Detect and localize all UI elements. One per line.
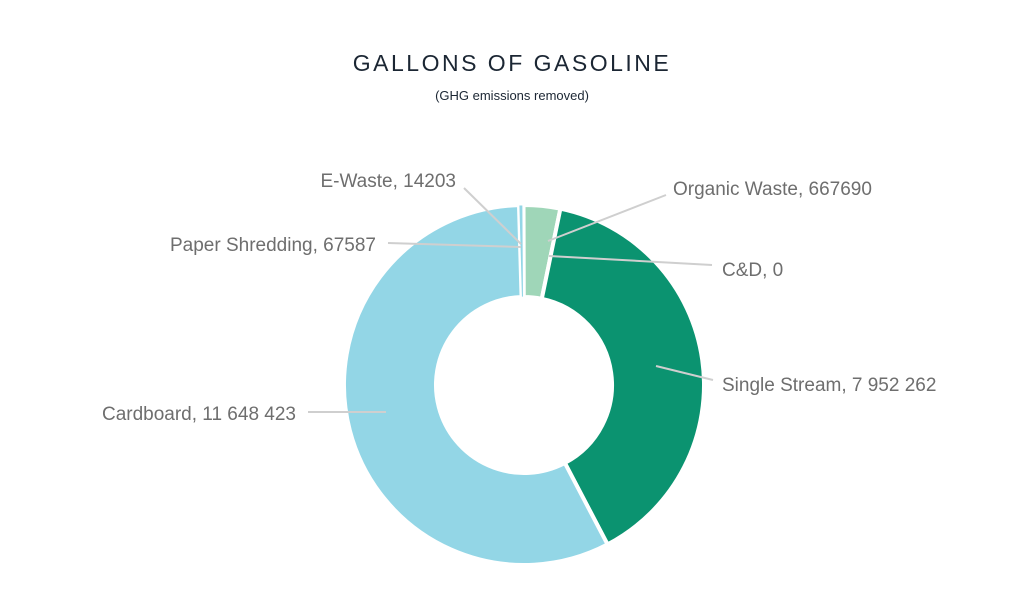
label-organic-waste: Organic Waste, 667690 [673,179,872,200]
label-e-waste: E-Waste, 14203 [320,171,456,192]
label-cardboard: Cardboard, 11 648 423 [102,404,296,425]
chart-title: GALLONS OF GASOLINE [352,50,672,76]
leader-paper-shredding [387,242,522,248]
slice-cardboard [342,203,611,567]
leader-e-waste [463,187,522,245]
label-paper-shredding: Paper Shredding, 67587 [170,235,376,256]
leader-single-stream [655,365,714,381]
chart-subtitle: (GHG emissions removed) [435,88,589,103]
slice-paper-shredding [518,204,524,298]
label-cd: C&D, 0 [722,260,783,281]
slice-single-stream [539,206,706,548]
leader-cd [548,255,713,266]
label-single-stream: Single Stream, 7 952 262 [722,375,936,396]
leader-organic-waste [547,194,667,242]
